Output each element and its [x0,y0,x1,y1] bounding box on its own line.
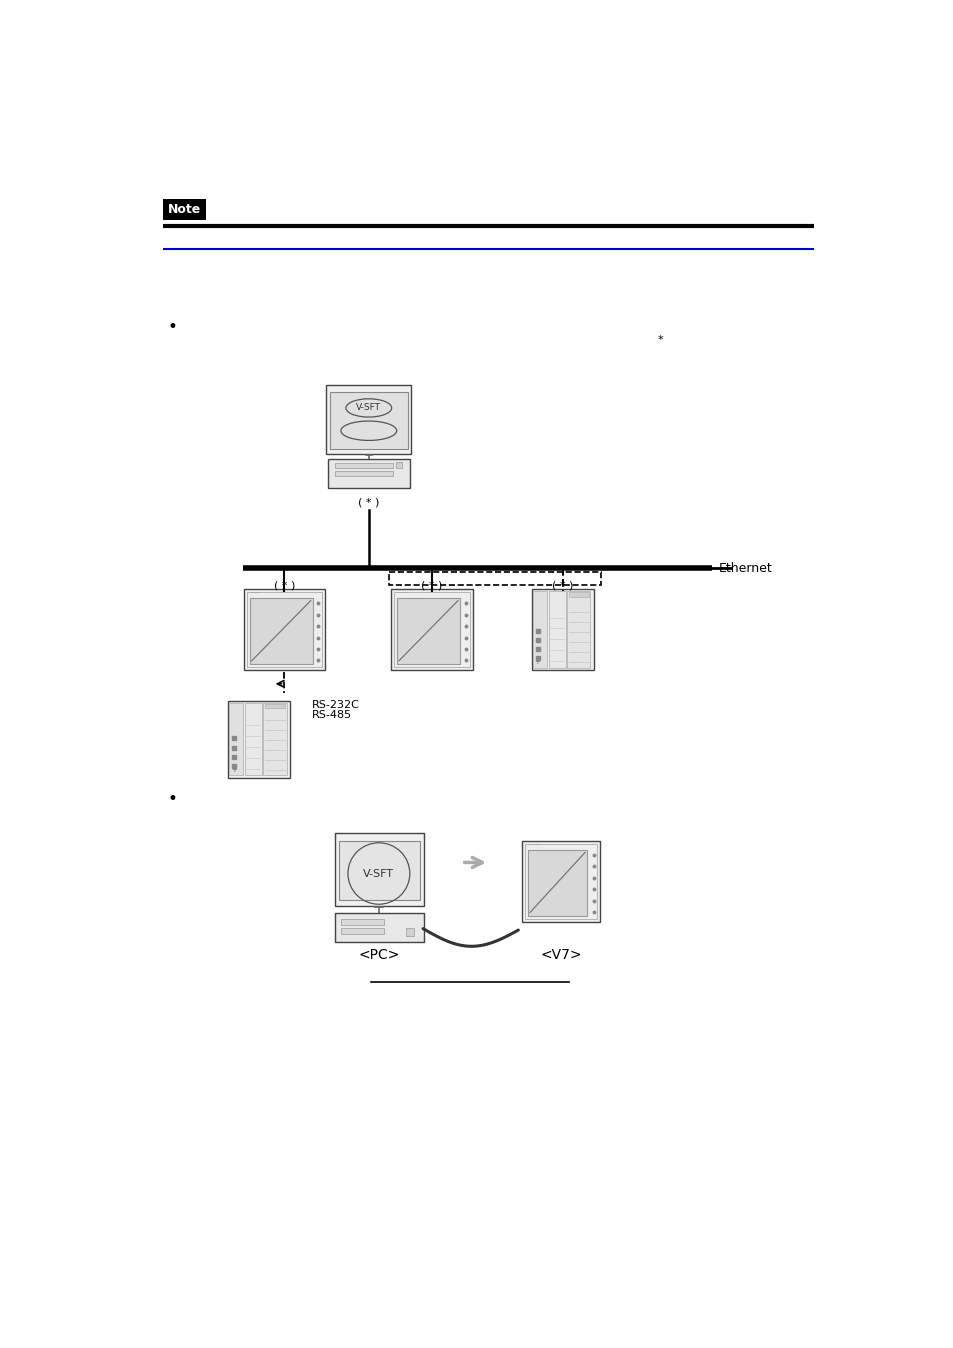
FancyBboxPatch shape [528,851,587,915]
FancyBboxPatch shape [335,462,393,468]
FancyBboxPatch shape [533,592,546,667]
Text: Ethernet: Ethernet [718,562,771,574]
FancyBboxPatch shape [338,841,419,900]
Text: Note: Note [168,204,201,216]
Text: •: • [167,318,177,336]
Text: +: + [534,659,540,666]
Text: V-SFT: V-SFT [355,403,381,412]
FancyBboxPatch shape [340,919,383,925]
Text: +: + [231,767,236,774]
FancyBboxPatch shape [568,592,588,597]
FancyBboxPatch shape [244,589,325,670]
FancyBboxPatch shape [326,386,411,454]
FancyBboxPatch shape [531,589,593,670]
Text: <PC>: <PC> [357,948,399,962]
Text: ( * ): ( * ) [420,580,442,590]
FancyBboxPatch shape [335,913,423,942]
Text: RS-232C: RS-232C [311,700,359,709]
FancyBboxPatch shape [229,704,243,775]
FancyBboxPatch shape [394,592,469,667]
FancyBboxPatch shape [340,927,383,934]
FancyBboxPatch shape [406,927,414,936]
FancyBboxPatch shape [397,599,459,663]
FancyBboxPatch shape [245,704,261,775]
FancyBboxPatch shape [335,470,393,476]
Text: ( * ): ( * ) [274,580,294,590]
FancyBboxPatch shape [395,462,402,468]
Text: <V7>: <V7> [539,948,581,962]
FancyBboxPatch shape [228,701,290,778]
FancyBboxPatch shape [250,599,313,663]
Text: •: • [167,790,177,809]
FancyBboxPatch shape [391,589,472,670]
FancyBboxPatch shape [525,844,596,919]
Text: *: * [658,336,662,345]
FancyBboxPatch shape [521,841,599,922]
Text: ( * ): ( * ) [551,580,573,590]
Text: RS-485: RS-485 [311,710,352,720]
Text: V-SFT: V-SFT [363,868,394,879]
FancyBboxPatch shape [263,704,286,775]
Text: ( * ): ( * ) [357,497,379,507]
FancyBboxPatch shape [328,458,410,488]
FancyBboxPatch shape [330,392,407,449]
FancyBboxPatch shape [335,833,423,906]
FancyBboxPatch shape [265,704,285,709]
FancyBboxPatch shape [247,592,322,667]
FancyBboxPatch shape [567,592,590,667]
FancyBboxPatch shape [548,592,565,667]
FancyBboxPatch shape [163,200,206,220]
